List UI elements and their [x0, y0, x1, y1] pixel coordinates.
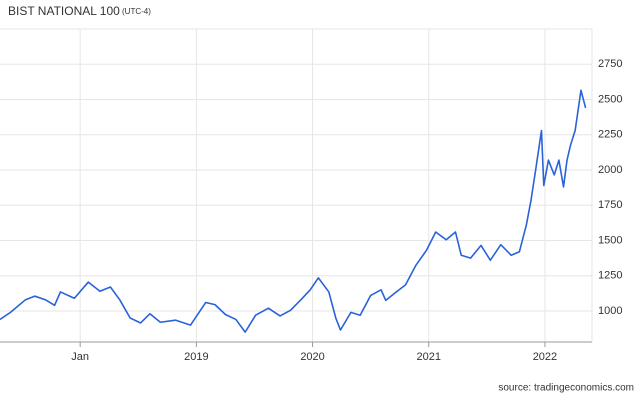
y-tick-label: 2750 [598, 58, 622, 70]
y-tick-label: 2500 [598, 93, 622, 105]
x-tick-label: 2021 [417, 351, 441, 363]
x-tick-label: 2019 [184, 351, 208, 363]
source-note: source: tradingeconomics.com [498, 383, 634, 394]
chart-subtitle: (UTC-4) [122, 7, 151, 16]
y-tick-label: 1750 [598, 199, 622, 211]
x-tick-label: 2020 [300, 351, 324, 363]
y-tick-label: 1250 [598, 270, 622, 282]
y-tick-label: 2000 [598, 164, 622, 176]
x-tick-label: Jan [71, 351, 89, 363]
y-tick-label: 1000 [598, 305, 622, 317]
x-tick-label: 2022 [533, 351, 557, 363]
y-tick-label: 1500 [598, 234, 622, 246]
price-line [0, 89, 587, 333]
y-tick-label: 2250 [598, 129, 622, 141]
chart-title: BIST NATIONAL 100 [8, 4, 120, 18]
